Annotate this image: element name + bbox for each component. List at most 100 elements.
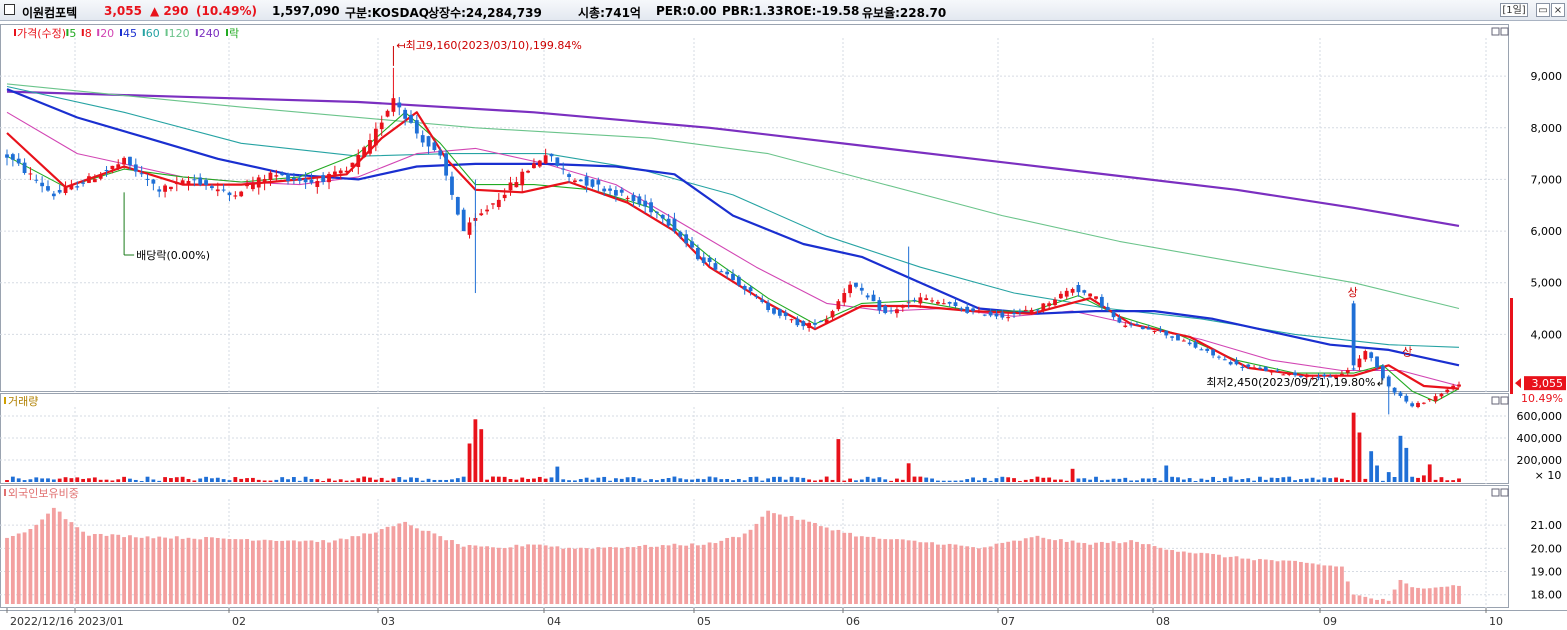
volume-bar xyxy=(602,476,607,482)
volume-bar xyxy=(502,476,507,482)
volume-bar xyxy=(1252,480,1256,482)
volume-bar xyxy=(1094,476,1098,482)
candle xyxy=(1369,352,1374,358)
volume-bar xyxy=(1006,477,1011,482)
checkbox[interactable] xyxy=(4,4,15,15)
candle xyxy=(1123,325,1128,327)
price-y-tick: 9,000 xyxy=(1531,70,1563,83)
ma120-line xyxy=(6,83,1460,310)
foreign-ratio-bar xyxy=(1246,558,1251,604)
candle xyxy=(848,284,852,294)
volume-bar xyxy=(1012,478,1016,482)
foreign-ratio-bar xyxy=(204,536,208,604)
candle xyxy=(356,155,361,168)
candle xyxy=(450,176,454,195)
volume-bar xyxy=(1199,478,1204,482)
candle xyxy=(10,154,15,160)
volume-bar xyxy=(578,478,583,482)
candle xyxy=(994,313,999,317)
period-button[interactable]: [1일] xyxy=(1500,3,1528,17)
close-button[interactable]: × xyxy=(1551,3,1565,17)
foreign-ratio-bar xyxy=(1211,553,1215,604)
candle xyxy=(1304,374,1309,378)
candle xyxy=(1392,387,1397,393)
foreign-ratio-bar xyxy=(1328,565,1333,604)
candle xyxy=(1088,293,1093,297)
volume-bar xyxy=(22,480,27,482)
legend-marker xyxy=(165,29,168,36)
foreign-ratio-bar xyxy=(678,545,683,604)
volume-bar xyxy=(1164,465,1169,482)
candle xyxy=(795,318,800,326)
candle xyxy=(854,282,858,287)
volume-bar xyxy=(1281,477,1286,482)
foreign-ratio-bar xyxy=(180,538,185,604)
volume-bar xyxy=(567,480,571,482)
candle xyxy=(760,299,765,302)
foreign-ratio-bar xyxy=(16,533,21,604)
volume-bar xyxy=(1386,472,1391,482)
candle xyxy=(362,147,367,158)
foreign-ratio-bar xyxy=(1222,557,1227,604)
foreign-ratio-bar xyxy=(116,534,121,604)
shares-label: 상장수:24,284,739 xyxy=(428,6,542,20)
volume-bar xyxy=(1398,435,1403,482)
candle xyxy=(783,312,788,317)
volume-bar xyxy=(1129,480,1134,482)
volume-bar xyxy=(10,476,15,482)
volume-bar xyxy=(684,479,689,482)
volume-y-tick: 600,000 xyxy=(1517,410,1563,423)
foreign-ratio-bar xyxy=(157,536,162,604)
foreign-ratio-bar xyxy=(1205,553,1210,604)
foreign-ratio-bar xyxy=(1082,543,1087,604)
save-icon[interactable]: ▭ xyxy=(1536,3,1550,17)
volume-bar xyxy=(1304,478,1309,482)
candle xyxy=(1240,366,1245,368)
foreign-ratio-bar xyxy=(221,538,226,604)
foreign-ratio-bar xyxy=(684,545,689,604)
volume-bar xyxy=(1269,477,1274,482)
volume-bar xyxy=(625,477,630,482)
volume-bar xyxy=(1427,464,1432,482)
foreign-ratio-bar xyxy=(1304,562,1309,604)
chart-area: 2022/12/16 2023/01 02 03 04 05 06 07 08 09 10 9,000… xyxy=(0,24,1567,628)
candle xyxy=(1041,303,1046,311)
volume-bar xyxy=(221,479,226,482)
foreign-ratio-bar xyxy=(701,544,706,604)
volume-bar xyxy=(1205,479,1210,482)
foreign-ratio-bar xyxy=(520,546,525,604)
candle xyxy=(1176,334,1180,341)
foreign-ratio-bar xyxy=(104,535,109,604)
volume-bar xyxy=(977,480,981,482)
candle xyxy=(1170,336,1175,338)
foreign-ratio-bar xyxy=(953,544,958,604)
foreign-ratio-bar xyxy=(1193,553,1198,604)
legend-label: 가격(수정) xyxy=(17,27,66,40)
foreign-ratio-bar xyxy=(1375,599,1379,604)
volume-bar xyxy=(707,476,712,482)
candle xyxy=(1105,306,1110,311)
foreign-ratio-bar xyxy=(1099,541,1104,604)
x-tick-label: 06 xyxy=(846,615,860,628)
candle xyxy=(742,285,747,290)
candle xyxy=(625,197,630,199)
candle xyxy=(438,150,443,156)
candle xyxy=(444,153,449,176)
foreign-ratio-bar xyxy=(303,540,308,604)
foreign-ratio-bar xyxy=(754,523,759,604)
volume-bar xyxy=(1088,479,1093,482)
foreign-ratio-bar xyxy=(631,547,636,604)
candle xyxy=(1234,360,1239,365)
volume-value: 1,597,090 xyxy=(272,4,340,18)
foreign-ratio-bar xyxy=(654,546,659,604)
price-change-pct: (10.49%) xyxy=(196,4,257,18)
candle xyxy=(122,157,126,165)
volume-bar xyxy=(186,478,191,482)
foreign-ratio-bar xyxy=(537,544,542,604)
roe-label: ROE:-19.58 xyxy=(784,4,860,18)
foreign-ratio-bar xyxy=(602,547,607,604)
candle xyxy=(1099,296,1104,307)
candle xyxy=(479,213,484,216)
foreign-y-tick: 21.00 xyxy=(1531,519,1563,532)
legend-label: 240 xyxy=(199,27,220,40)
